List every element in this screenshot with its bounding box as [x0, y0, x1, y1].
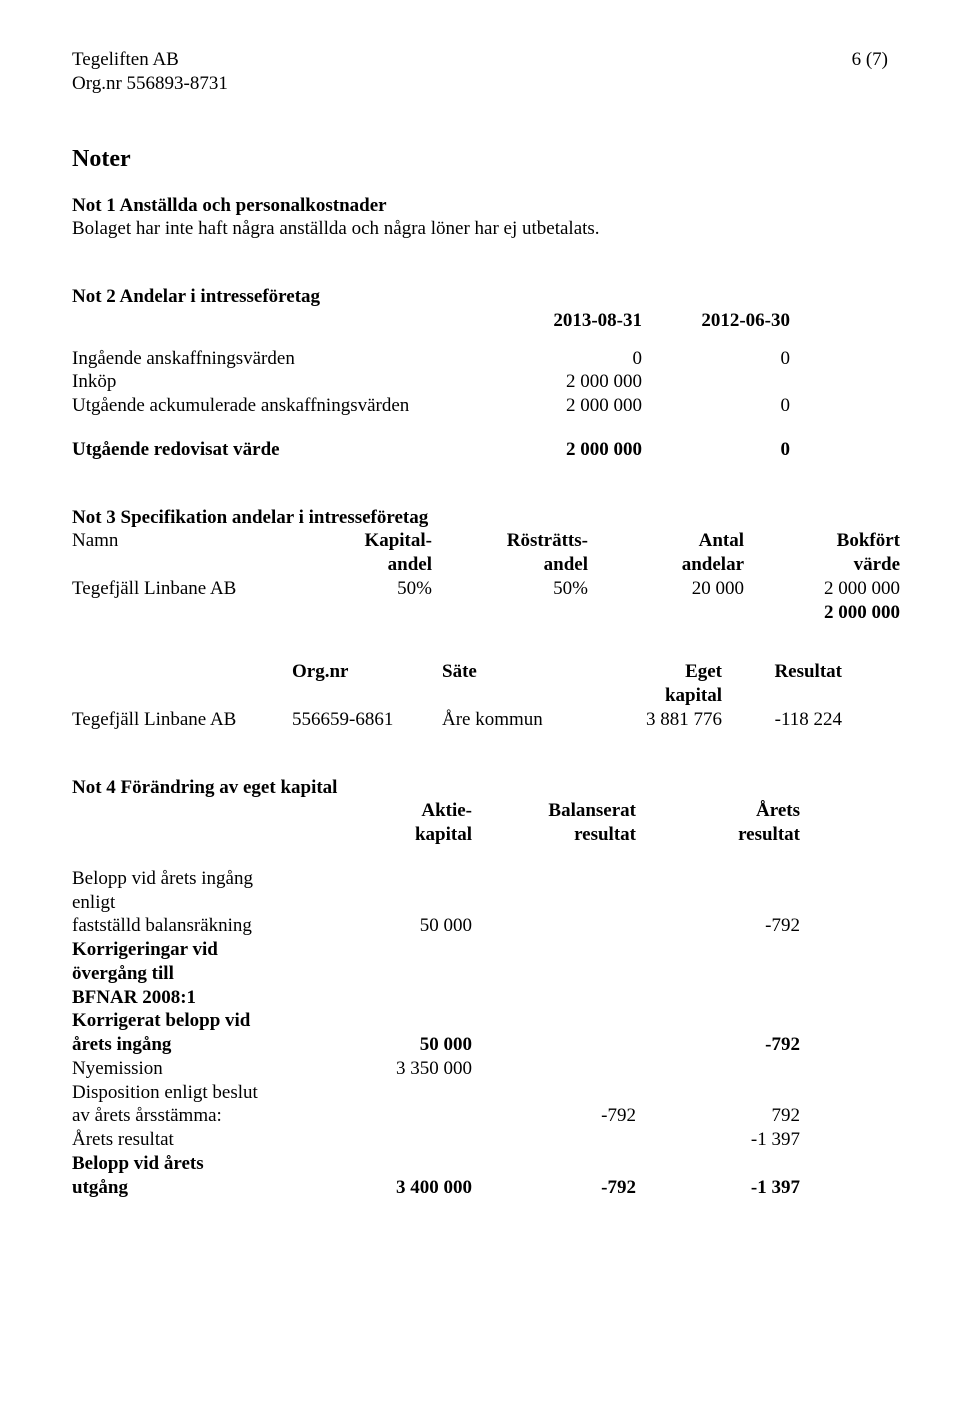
- not2-summary-v2: 0: [670, 438, 790, 462]
- not4-nyem-row: Nyemission 3 350 000: [72, 1057, 888, 1081]
- not4-head-bal-top: Balanserat: [548, 799, 636, 823]
- not2-row-2-label: Utgående ackumulerade anskaffningsvärden: [72, 394, 492, 418]
- not4-ing-label1: Belopp vid årets ingång: [72, 867, 888, 891]
- not2-row-0-v2: 0: [670, 347, 790, 371]
- not2-row-2: Utgående ackumulerade anskaffningsvärden…: [72, 394, 888, 418]
- not4-utg-label2: utgång: [72, 1176, 332, 1200]
- not4-ares-v3: -1 397: [660, 1128, 800, 1152]
- not2-row-2-v1: 2 000 000: [492, 394, 670, 418]
- not2-date1: 2013-08-31: [492, 309, 670, 333]
- not3-org-data-row: Tegefjäll Linbane AB 556659-6861 Åre kom…: [72, 708, 888, 732]
- not2-row-0-label: Ingående anskaffningsvärden: [72, 347, 492, 371]
- not3-data-row: Tegefjäll Linbane AB 50% 50% 20 000 2 00…: [72, 577, 888, 601]
- not3-org-sate: Åre kommun: [442, 708, 592, 732]
- not4-disp-label1: Disposition enligt beslut: [72, 1081, 888, 1105]
- not4-ing-label2: enligt: [72, 891, 888, 915]
- not3-row-rost: 50%: [448, 577, 604, 601]
- not3-head-bok-top: Bokfört: [837, 529, 900, 553]
- not4-disp-label2: av årets årsstämma:: [72, 1104, 332, 1128]
- not4-head-arets-top: Årets: [756, 799, 800, 823]
- not3-org-orgnr: 556659-6861: [292, 708, 442, 732]
- not3-org-eget: 3 881 776: [592, 708, 722, 732]
- not2-summary-v1: 2 000 000: [492, 438, 670, 462]
- not4-korr-label3: BFNAR 2008:1: [72, 986, 888, 1010]
- not3-head-bok-bot: värde: [854, 553, 900, 577]
- not3-org-head-eget-bot: kapital: [665, 684, 722, 708]
- document-page: Tegeliften AB Org.nr 556893-8731 6 (7) N…: [0, 0, 960, 1414]
- not3-org-resultat: -118 224: [722, 708, 842, 732]
- not2-row-2-v2: 0: [670, 394, 790, 418]
- not2-title: Not 2 Andelar i intresseföretag: [72, 285, 888, 309]
- not3-head-kapital-top: Kapital-: [364, 529, 432, 553]
- not3-row-bokfort: 2 000 000: [760, 577, 900, 601]
- company-name: Tegeliften AB: [72, 48, 228, 72]
- not3-row-namn: Tegefjäll Linbane AB: [72, 577, 292, 601]
- not4-utg-label1: Belopp vid årets: [72, 1152, 888, 1176]
- not4-ing-row: fastställd balansräkning 50 000 -792: [72, 914, 888, 938]
- not4-korrb-v1: 50 000: [332, 1033, 496, 1057]
- page-header: Tegeliften AB Org.nr 556893-8731 6 (7): [72, 48, 888, 96]
- not3-head-rost-top: Rösträtts-: [507, 529, 588, 553]
- not4-ing-v1: 50 000: [332, 914, 496, 938]
- not4-disp-v2: -792: [496, 1104, 660, 1128]
- not3-head-rost-bot: andel: [544, 553, 588, 577]
- not4-head-arets-bot: resultat: [738, 823, 800, 847]
- not3-total: 2 000 000: [760, 601, 900, 625]
- not3-org-head-sate: Säte: [442, 660, 477, 684]
- orgnr-line: Org.nr 556893-8731: [72, 72, 228, 96]
- not4-ares-row: Årets resultat -1 397: [72, 1128, 888, 1152]
- not2-row-0: Ingående anskaffningsvärden 0 0: [72, 347, 888, 371]
- not3-head-antal-top: Antal: [699, 529, 744, 553]
- not2-row-1-label: Inköp: [72, 370, 492, 394]
- not4-korrb-label2: årets ingång: [72, 1033, 332, 1057]
- header-left: Tegeliften AB Org.nr 556893-8731: [72, 48, 228, 96]
- not3-title: Not 3 Specifikation andelar i intressefö…: [72, 506, 888, 530]
- not2-date-row: 2013-08-31 2012-06-30: [72, 309, 888, 333]
- not2-date2: 2012-06-30: [670, 309, 790, 333]
- not4-utg-v2: -792: [496, 1176, 660, 1200]
- not3-org-namn: Tegefjäll Linbane AB: [72, 708, 292, 732]
- not4-title: Not 4 Förändring av eget kapital: [72, 776, 888, 800]
- not3-head-row: Namn Kapital- andel Rösträtts- andel Ant…: [72, 529, 888, 577]
- page-indicator: 6 (7): [852, 48, 888, 96]
- not1-title: Not 1 Anställda och personalkostnader: [72, 194, 888, 218]
- not2-summary-row: Utgående redovisat värde 2 000 000 0: [72, 438, 888, 462]
- not4-utg-v1: 3 400 000: [332, 1176, 496, 1200]
- not4-head-aktie-bot: kapital: [415, 823, 472, 847]
- not4-utg-v3: -1 397: [660, 1176, 800, 1200]
- not1-body: Bolaget har inte haft några anställda oc…: [72, 217, 888, 241]
- not4-disp-row: av årets årsstämma: -792 792: [72, 1104, 888, 1128]
- not4-ing-label3: fastställd balansräkning: [72, 914, 332, 938]
- not3-total-row: 2 000 000: [72, 601, 888, 625]
- not3-head-kapital-bot: andel: [388, 553, 432, 577]
- not3-head-antal-bot: andelar: [682, 553, 744, 577]
- not4-korrb-v3: -792: [660, 1033, 800, 1057]
- not4-ares-label: Årets resultat: [72, 1128, 332, 1152]
- not3-org-head-resultat: Resultat: [774, 660, 842, 684]
- not2-summary-label: Utgående redovisat värde: [72, 438, 492, 462]
- not4-korrb-label1: Korrigerat belopp vid: [72, 1009, 888, 1033]
- not4-korrb-row: årets ingång 50 000 -792: [72, 1033, 888, 1057]
- not3-row-kapital: 50%: [292, 577, 448, 601]
- not3-org-head-row: Org.nr Säte Eget kapital Resultat: [72, 660, 888, 708]
- not4-ing-v3: -792: [660, 914, 800, 938]
- not4-korr-label1: Korrigeringar vid: [72, 938, 888, 962]
- not2-row-1-v1: 2 000 000: [492, 370, 670, 394]
- not3-org-head-eget-top: Eget: [685, 660, 722, 684]
- not4-nyem-label: Nyemission: [72, 1057, 332, 1081]
- not3-row-antal: 20 000: [604, 577, 760, 601]
- not2-row-1: Inköp 2 000 000: [72, 370, 888, 394]
- not4-head-row: Aktie- kapital Balanserat resultat Årets…: [72, 799, 888, 847]
- noter-heading: Noter: [72, 144, 888, 174]
- not4-nyem-v1: 3 350 000: [332, 1057, 496, 1081]
- not4-utg-row: utgång 3 400 000 -792 -1 397: [72, 1176, 888, 1200]
- not3-org-head-orgnr: Org.nr: [292, 660, 348, 684]
- not4-disp-v3: 792: [660, 1104, 800, 1128]
- not4-korr-label2: övergång till: [72, 962, 888, 986]
- not4-head-bal-bot: resultat: [574, 823, 636, 847]
- not4-head-aktie-top: Aktie-: [421, 799, 472, 823]
- not2-row-0-v1: 0: [492, 347, 670, 371]
- not3-head-namn: Namn: [72, 529, 118, 553]
